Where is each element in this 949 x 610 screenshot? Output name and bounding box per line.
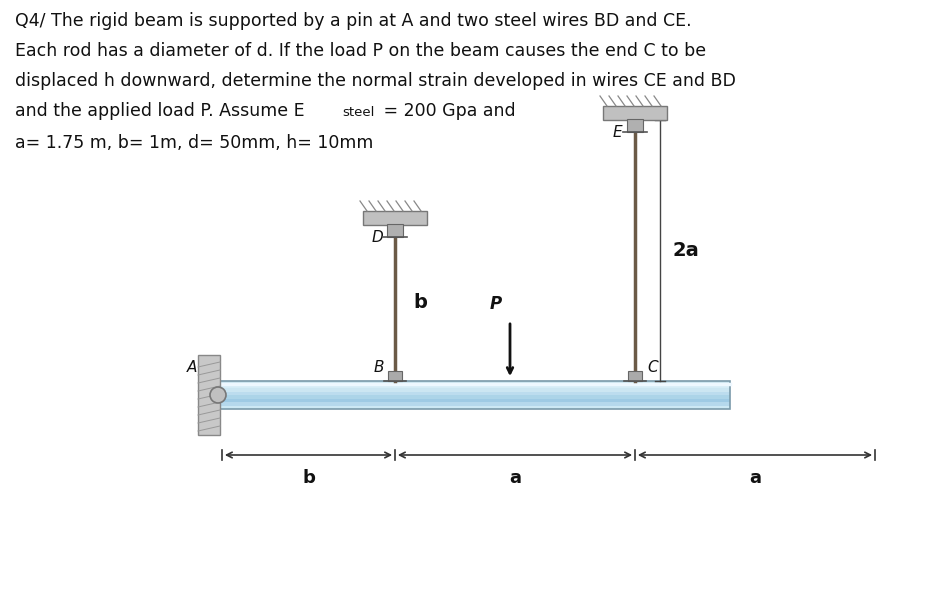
Text: 2a: 2a bbox=[673, 241, 699, 260]
Bar bbox=[603, 106, 667, 120]
Text: a: a bbox=[509, 469, 521, 487]
Bar bbox=[220, 384, 730, 388]
Text: b: b bbox=[302, 469, 315, 487]
Bar bbox=[628, 371, 642, 381]
Bar bbox=[220, 388, 730, 392]
Bar bbox=[220, 395, 730, 398]
Bar bbox=[363, 211, 427, 225]
Bar bbox=[387, 224, 403, 237]
Bar bbox=[220, 398, 730, 402]
Text: E: E bbox=[612, 125, 622, 140]
Bar bbox=[220, 406, 730, 409]
Text: b: b bbox=[413, 293, 427, 312]
Bar bbox=[198, 355, 220, 435]
Text: and the applied load P. Assume E: and the applied load P. Assume E bbox=[15, 102, 305, 120]
Text: B: B bbox=[374, 359, 384, 375]
Text: C: C bbox=[647, 359, 659, 375]
Text: = 200 Gpa and: = 200 Gpa and bbox=[378, 102, 515, 120]
Text: displaced h downward, determine the normal strain developed in wires CE and BD: displaced h downward, determine the norm… bbox=[15, 72, 735, 90]
Bar bbox=[220, 402, 730, 406]
Circle shape bbox=[210, 387, 226, 403]
Text: P: P bbox=[490, 295, 502, 313]
Bar bbox=[388, 371, 402, 381]
Text: D: D bbox=[371, 230, 382, 245]
Text: Each rod has a diameter of d. If the load P on the beam causes the end C to be: Each rod has a diameter of d. If the loa… bbox=[15, 42, 706, 60]
Text: steel: steel bbox=[342, 106, 374, 119]
Text: Q4/ The rigid beam is supported by a pin at A and two steel wires BD and CE.: Q4/ The rigid beam is supported by a pin… bbox=[15, 12, 692, 30]
Text: a= 1.75 m, b= 1m, d= 50mm, h= 10mm: a= 1.75 m, b= 1m, d= 50mm, h= 10mm bbox=[15, 134, 373, 152]
Bar bbox=[220, 381, 730, 384]
Bar bbox=[220, 381, 730, 409]
Bar bbox=[220, 392, 730, 395]
Text: a: a bbox=[749, 469, 761, 487]
Text: A: A bbox=[187, 359, 197, 375]
Bar bbox=[627, 119, 643, 132]
